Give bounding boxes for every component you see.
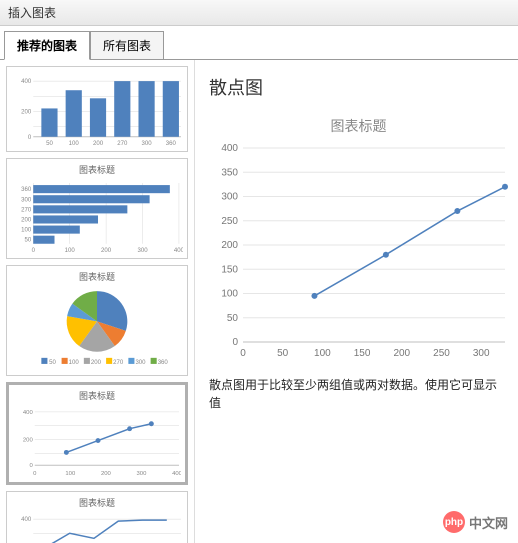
svg-text:270: 270 <box>117 141 128 147</box>
svg-text:0: 0 <box>240 348 246 359</box>
svg-text:100: 100 <box>21 227 32 233</box>
svg-text:200: 200 <box>21 109 32 115</box>
svg-text:0: 0 <box>28 135 32 141</box>
svg-text:400: 400 <box>21 79 32 85</box>
chart-type-heading: 散点图 <box>209 74 508 100</box>
svg-text:300: 300 <box>137 471 148 477</box>
dialog-content: 0 200 400 50 100 200 270 300 360 图表标题 <box>0 60 518 543</box>
svg-text:150: 150 <box>354 348 371 359</box>
svg-text:270: 270 <box>21 207 32 213</box>
thumb-title: 图表标题 <box>11 270 183 283</box>
watermark-logo-icon: php <box>443 511 465 533</box>
window-title: 插入图表 <box>0 0 518 26</box>
watermark-text: 中文网 <box>469 513 508 532</box>
chart-thumbnail-list: 0 200 400 50 100 200 270 300 360 图表标题 <box>0 60 195 543</box>
svg-text:50: 50 <box>277 348 289 359</box>
svg-text:300: 300 <box>135 360 146 366</box>
tab-recommended[interactable]: 推荐的图表 <box>4 31 90 60</box>
svg-text:200: 200 <box>21 217 32 223</box>
svg-text:0: 0 <box>32 248 36 254</box>
svg-text:360: 360 <box>21 187 32 193</box>
chart-preview-pane: 散点图 图表标题 0 50 100 150 200 250 300 350 400 0 50 100 1… <box>195 60 518 543</box>
svg-text:250: 250 <box>433 348 450 359</box>
svg-text:360: 360 <box>158 360 169 366</box>
scatter-chart-svg: 0 50 100 150 200 250 300 350 400 0 50 100 150 200 250 3… <box>209 142 509 362</box>
chart-thumb-pie[interactable]: 图表标题 50 100 200 270 <box>6 265 188 376</box>
svg-text:50: 50 <box>24 238 31 244</box>
chart-title: 图表标题 <box>209 116 508 136</box>
tab-bar: 推荐的图表 所有图表 <box>0 26 518 60</box>
chart-description: 散点图用于比较至少两组值或两对数据。使用它可显示值 <box>209 376 508 412</box>
svg-text:100: 100 <box>65 248 76 254</box>
chart-preview: 图表标题 0 50 100 150 200 250 300 350 400 0 50 100 150 20… <box>209 116 508 362</box>
chart-thumb-bar[interactable]: 0 200 400 50 100 200 270 300 360 <box>6 66 188 152</box>
svg-text:360: 360 <box>166 141 177 147</box>
svg-text:200: 200 <box>221 240 238 251</box>
svg-text:200: 200 <box>101 471 112 477</box>
svg-text:100: 100 <box>221 289 238 300</box>
thumb-title: 图表标题 <box>11 496 183 509</box>
svg-text:150: 150 <box>221 264 238 275</box>
chart-thumb-scatter[interactable]: 图表标题 0200400 010 <box>6 382 188 485</box>
svg-text:200: 200 <box>93 141 104 147</box>
svg-text:400: 400 <box>174 248 183 254</box>
svg-text:0: 0 <box>29 463 33 469</box>
svg-text:200: 200 <box>101 248 112 254</box>
svg-text:300: 300 <box>137 248 148 254</box>
svg-text:300: 300 <box>21 197 32 203</box>
insert-chart-dialog: 插入图表 推荐的图表 所有图表 <box>0 0 518 543</box>
svg-text:50: 50 <box>49 360 56 366</box>
svg-text:0: 0 <box>232 337 238 348</box>
svg-text:200: 200 <box>393 348 410 359</box>
svg-text:0: 0 <box>33 471 37 477</box>
chart-thumb-line[interactable]: 图表标题 0200400 50100200 270300360 <box>6 491 188 543</box>
svg-text:50: 50 <box>46 141 53 147</box>
tab-all-charts[interactable]: 所有图表 <box>90 31 164 60</box>
svg-text:200: 200 <box>23 437 34 443</box>
svg-text:400: 400 <box>172 471 181 477</box>
svg-text:200: 200 <box>91 360 102 366</box>
svg-text:100: 100 <box>69 141 80 147</box>
svg-text:100: 100 <box>314 348 331 359</box>
svg-text:400: 400 <box>23 410 34 416</box>
svg-text:50: 50 <box>227 313 239 324</box>
watermark: php 中文网 <box>443 511 508 533</box>
thumb-title: 图表标题 <box>11 163 183 176</box>
svg-text:300: 300 <box>221 192 238 203</box>
chart-thumb-hbar[interactable]: 图表标题 360 300 270 <box>6 158 188 259</box>
svg-text:100: 100 <box>65 471 76 477</box>
thumb-title: 图表标题 <box>13 389 181 402</box>
svg-text:350: 350 <box>221 167 238 178</box>
svg-text:300: 300 <box>473 348 490 359</box>
svg-text:100: 100 <box>69 360 80 366</box>
svg-text:300: 300 <box>142 141 153 147</box>
svg-text:250: 250 <box>221 216 238 227</box>
svg-text:400: 400 <box>221 143 238 154</box>
svg-text:270: 270 <box>113 360 124 366</box>
svg-text:400: 400 <box>21 517 32 523</box>
